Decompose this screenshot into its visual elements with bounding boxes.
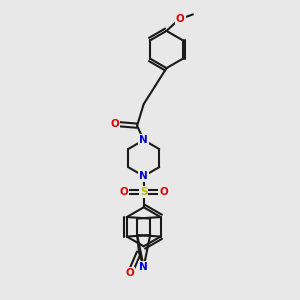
Text: O: O <box>159 187 168 197</box>
Text: O: O <box>126 268 134 278</box>
Text: N: N <box>139 135 148 145</box>
Text: N: N <box>139 262 148 272</box>
Text: O: O <box>176 14 185 24</box>
Text: O: O <box>110 119 119 129</box>
Text: S: S <box>140 187 148 197</box>
Text: O: O <box>119 187 128 197</box>
Text: N: N <box>139 171 148 181</box>
